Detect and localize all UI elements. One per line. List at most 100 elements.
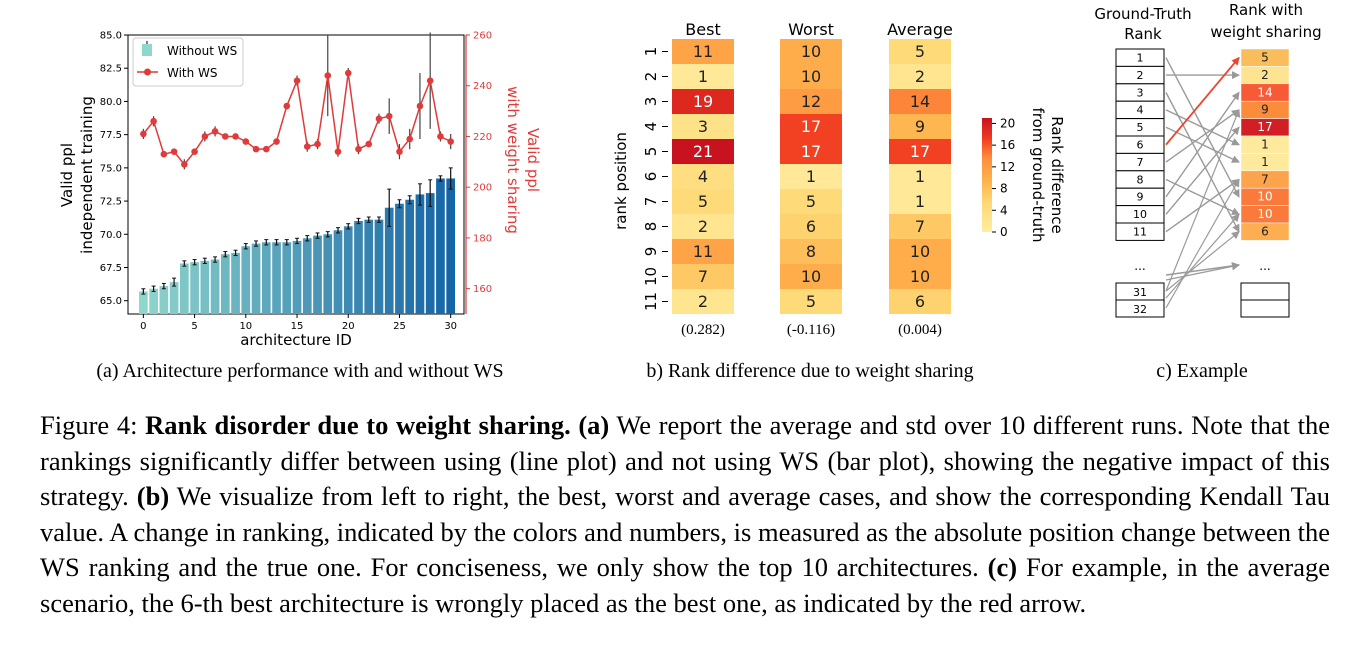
heatmap-cell-value: 1: [915, 167, 925, 186]
heatmap-cell-value: 5: [915, 42, 925, 61]
heatmap-cell: [889, 214, 951, 239]
heatmap-cell-value: 2: [698, 292, 708, 311]
bar-arch-22: [364, 219, 374, 314]
bar-arch-17: [313, 235, 322, 314]
ws-title-line1: Rank with: [1229, 1, 1303, 19]
ws-cell-label: 2: [1261, 68, 1269, 82]
mapping-arrow-from-tail: [1165, 178, 1240, 309]
gt-title-line1: Ground-Truth: [1094, 5, 1191, 23]
heatmap-cell: [672, 239, 734, 264]
heatmap-cell-value: 10: [910, 267, 930, 286]
bar-arch-23: [374, 219, 384, 314]
bar-arch-18: [323, 234, 333, 314]
heatmap-cell-value: 5: [806, 292, 816, 311]
left-ylabel-line2: independent training: [78, 96, 96, 254]
heatmap-cell-value: 7: [915, 217, 925, 236]
x-tick-label: 5: [191, 321, 197, 332]
heatmap-cell: [889, 264, 951, 289]
right-tick-label: 200: [473, 183, 492, 194]
heatmap-column-header: Average: [887, 20, 953, 39]
heatmap-cell-value: 11: [693, 42, 713, 61]
ws-cell-label: 1: [1261, 155, 1269, 169]
heatmap-cell-value: 4: [698, 167, 708, 186]
ground-truth-list: 1 2 3 4 5 6 7 8 9 10 11: [1115, 48, 1165, 241]
caption-b-tag: (b): [136, 481, 170, 511]
with-ws-point-8: [222, 133, 229, 140]
x-tick-label: 0: [140, 321, 146, 332]
heatmap-cell: [672, 289, 734, 314]
row-tick-label: 8: [642, 222, 660, 232]
panel-a-left-ticks: 65.0 67.5 70.0 72.5 75.0 77.5 80.0 82.5 85.0: [100, 31, 128, 307]
heatmap-cell: [672, 139, 734, 164]
heatmap-cell-value: 10: [801, 67, 821, 86]
heatmap-cell: [889, 39, 951, 64]
bar-arch-25: [395, 203, 404, 314]
bar-arch-1: [149, 288, 158, 314]
heatmap-cell-value: 17: [910, 142, 930, 161]
legend-with-ws: With WS: [167, 66, 218, 80]
heatmap-cell: [780, 64, 842, 89]
kendall-tau-value: (0.282): [681, 322, 725, 338]
panel-a-left-ylabel: Valid ppl independent training: [58, 96, 96, 254]
with-ws-point-29: [437, 133, 444, 140]
panel-b-subcaption: b) Rank difference due to weight sharing: [646, 360, 973, 382]
bar-arch-26: [405, 199, 415, 314]
bar-arch-13: [272, 242, 281, 314]
panel-a-chart: 65.0 67.5 70.0 72.5 75.0 77.5 80.0 82.5 85.0 160…: [58, 31, 542, 383]
heatmap-cell-value: 1: [806, 167, 816, 186]
heatmap-cell-value: 5: [698, 192, 708, 211]
mapping-arrow: [1165, 91, 1240, 198]
with-ws-point-9: [232, 133, 239, 140]
bar-arch-15: [292, 240, 302, 314]
colorbar-tick-label: 4: [1000, 203, 1008, 217]
panel-a-xlabel: architecture ID: [240, 331, 352, 349]
with-ws-point-12: [262, 145, 270, 153]
heatmap-cell-value: 1: [915, 192, 925, 211]
with-ws-point-30: [447, 138, 454, 145]
ws-cell-label: 7: [1261, 172, 1269, 186]
heatmap-cell-value: 14: [910, 92, 930, 111]
mapping-arrow: [1165, 126, 1240, 215]
panel-a-subcaption: (a) Architecture performance with and wi…: [96, 360, 503, 382]
heatmap-cell: [780, 139, 842, 164]
panel-b-heatmap: Best(0.282)Worst(-0.116)Average(0.004)11…: [612, 20, 1066, 382]
heatmap-cell: [672, 89, 734, 114]
left-ylabel-line1: Valid ppl: [58, 143, 76, 207]
heatmap-cell: [672, 164, 734, 189]
rank-mapping-arrows: [1165, 56, 1241, 309]
gt-cell-label: 11: [1133, 226, 1147, 239]
caption-a-text: We report the average and std over 10 di…: [40, 410, 1331, 511]
bar-arch-20: [343, 226, 353, 314]
heatmap-cell-value: 12: [801, 92, 821, 111]
row-tick-label: 2: [642, 72, 660, 82]
with-ws-point-4: [181, 161, 188, 168]
heatmap-cell: [889, 239, 951, 264]
heatmap-row-ticks: 1 2 3 4 5 6 7 8 9 10 11: [642, 47, 668, 311]
heatmap-cell-value: 19: [693, 92, 713, 111]
kendall-tau-value: (-0.116): [787, 322, 835, 338]
heatmap-cell-value: 5: [806, 192, 816, 211]
heatmap-cell: [672, 189, 734, 214]
mapping-arrow-from-tail: [1165, 231, 1240, 292]
heatmap-cell-value: 7: [698, 267, 708, 286]
mapping-arrow-from-tail: [1165, 108, 1241, 292]
with-ws-point-22: [365, 140, 373, 148]
ws-cell-empty-1: [1240, 282, 1290, 301]
ws-cell-label: 10: [1257, 190, 1272, 204]
ws-cell-label: 9: [1261, 103, 1269, 117]
caption-b-text: We visualize from left to right, the bes…: [40, 481, 1330, 582]
colorbar-ticks: 0 4 8 12 16 20: [992, 116, 1015, 239]
panel-a-bars: [139, 167, 456, 314]
with-ws-point-21: [355, 145, 362, 153]
panel-a-right-ticks: 160 180 200 220 240 260: [466, 31, 492, 295]
gt-cell-31-label: 31: [1133, 286, 1147, 299]
ws-cell-label: 6: [1261, 225, 1269, 239]
bar-arch-30: [446, 178, 456, 314]
with-ws-point-17: [314, 140, 321, 148]
ws-cell-empty-2: [1240, 299, 1290, 318]
right-ylabel-line2: with weight sharing: [504, 86, 522, 234]
rank-position-label: rank position: [612, 132, 630, 230]
heatmap-cell: [780, 289, 842, 314]
figure-label: Figure 4:: [40, 410, 146, 440]
